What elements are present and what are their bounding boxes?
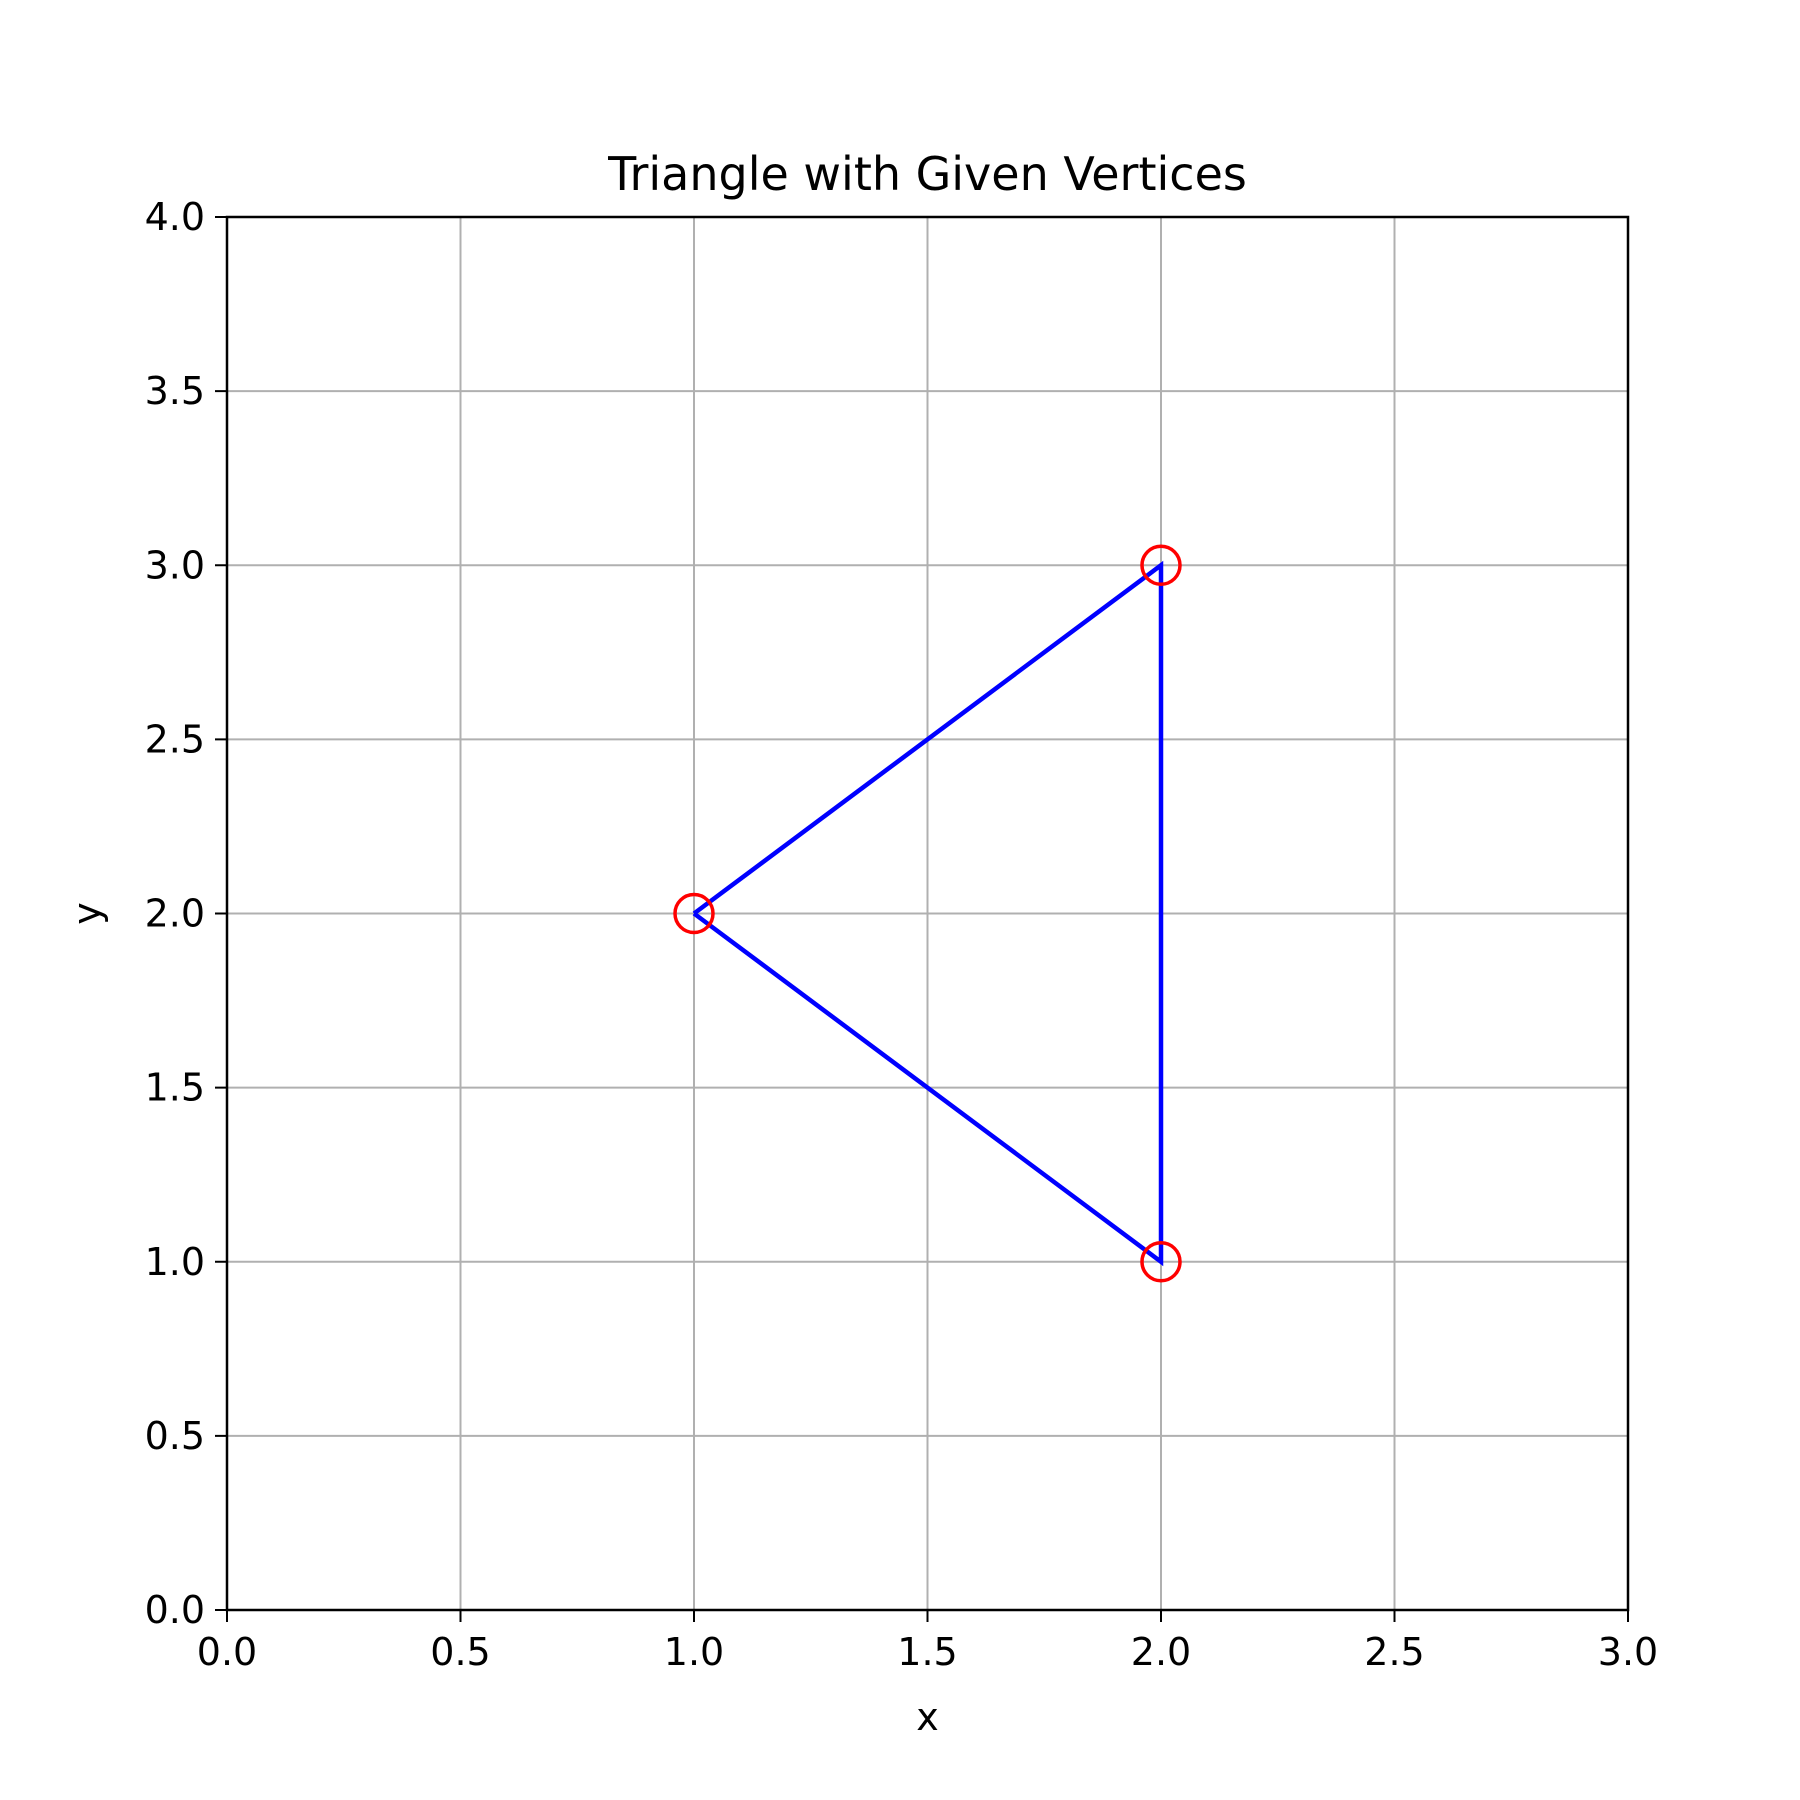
x-tick-label: 1.5 [897, 1630, 957, 1674]
ticks-layer: 0.0 0.5 1.0 1.5 2.0 2.5 3.0 0.0 0.5 1.0 1.5 2.0 2.5 3… [145, 195, 1659, 1674]
x-tick-label: 2.5 [1364, 1630, 1424, 1674]
series-layer [673, 544, 1182, 1283]
y-tick-label: 2.0 [145, 892, 205, 936]
y-tick-label: 3.5 [145, 369, 205, 413]
x-tick-label: 1.0 [664, 1630, 724, 1674]
vertex-marker [673, 892, 715, 935]
x-tick-label: 3.0 [1598, 1630, 1658, 1674]
y-tick-label: 1.5 [145, 1066, 205, 1110]
triangle-outline [692, 560, 1164, 1267]
y-tick-label: 2.5 [145, 717, 205, 761]
x-axis-label: x [916, 1695, 939, 1739]
y-tick-label: 4.0 [145, 195, 205, 239]
x-tick-label: 0.0 [197, 1630, 257, 1674]
y-tick-label: 3.0 [145, 543, 205, 587]
vertex-marker [1140, 1241, 1182, 1283]
y-tick-label: 1.0 [145, 1240, 205, 1284]
x-tick-label: 2.0 [1131, 1630, 1191, 1674]
y-tick-label: 0.0 [145, 1588, 205, 1632]
y-tick-label: 0.5 [145, 1414, 205, 1458]
vertex-marker [1140, 544, 1182, 586]
chart-title: Triangle with Given Vertices [607, 147, 1247, 201]
x-tick-label: 0.5 [430, 1630, 490, 1674]
y-axis-label: y [65, 902, 109, 925]
